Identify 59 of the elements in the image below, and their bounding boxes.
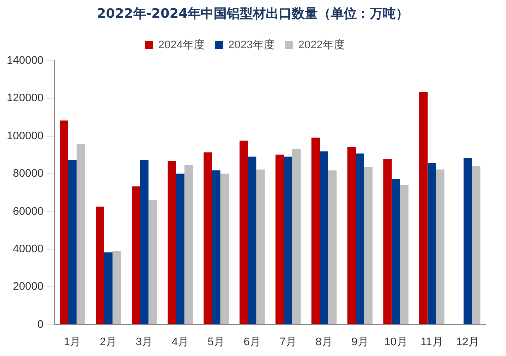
bar (184, 165, 194, 324)
legend-label: 2023年度 (228, 38, 275, 52)
y-tick-label: 80000 (13, 168, 44, 180)
bar (384, 158, 392, 324)
bar (248, 156, 257, 324)
bar (104, 252, 113, 324)
bar (68, 160, 77, 324)
bar (212, 170, 221, 324)
bar (392, 179, 400, 324)
x-tick-label: 4月 (172, 336, 190, 348)
y-tick-label: 0 (38, 318, 44, 331)
bar (240, 140, 248, 324)
bar (204, 152, 212, 324)
y-tick-label: 60000 (13, 206, 44, 218)
x-tick-label: 12月 (456, 336, 480, 348)
x-tick-label: 6月 (244, 336, 261, 348)
bar (464, 158, 472, 324)
bar (328, 170, 337, 324)
bar (112, 252, 122, 324)
bar (348, 147, 356, 324)
bar (96, 206, 104, 324)
x-tick-label: 2月 (100, 336, 118, 348)
x-tick-label: 10月 (384, 336, 408, 348)
bar (364, 167, 373, 324)
bar (420, 92, 428, 324)
bar (436, 170, 445, 324)
y-tick-label: 140000 (6, 55, 44, 68)
x-tick-label: 8月 (316, 336, 333, 348)
x-tick-label: 1月 (64, 336, 82, 348)
bar (428, 163, 436, 324)
x-tick-label: 7月 (280, 336, 297, 348)
bar (132, 186, 140, 324)
x-tick-label: 3月 (136, 336, 154, 348)
bar (256, 170, 265, 324)
bar (60, 120, 68, 324)
legend-label: 2024年度 (158, 38, 206, 52)
bar (320, 152, 328, 324)
bar (140, 160, 149, 324)
x-tick-label: 5月 (208, 336, 226, 348)
x-tick-label: 11月 (420, 336, 444, 348)
x-tick-label: 9月 (352, 336, 369, 348)
bar (148, 200, 158, 324)
chart-title: 2022年-2024年中国铝型材出口数量（单位：万吨） (96, 6, 410, 24)
bar (276, 154, 284, 324)
bar (76, 144, 86, 324)
bar (176, 174, 185, 324)
bar (400, 186, 409, 324)
y-tick-label: 40000 (13, 243, 44, 256)
bar (356, 154, 364, 324)
y-tick-label: 20000 (13, 281, 44, 294)
bar (312, 138, 320, 324)
y-tick-label: 120000 (6, 92, 44, 105)
bar (220, 174, 230, 324)
legend-label: 2022年度 (298, 38, 345, 52)
bar (292, 150, 301, 324)
y-tick-label: 100000 (6, 130, 44, 142)
bar (472, 166, 481, 324)
bar (284, 156, 293, 324)
bar (168, 161, 176, 324)
